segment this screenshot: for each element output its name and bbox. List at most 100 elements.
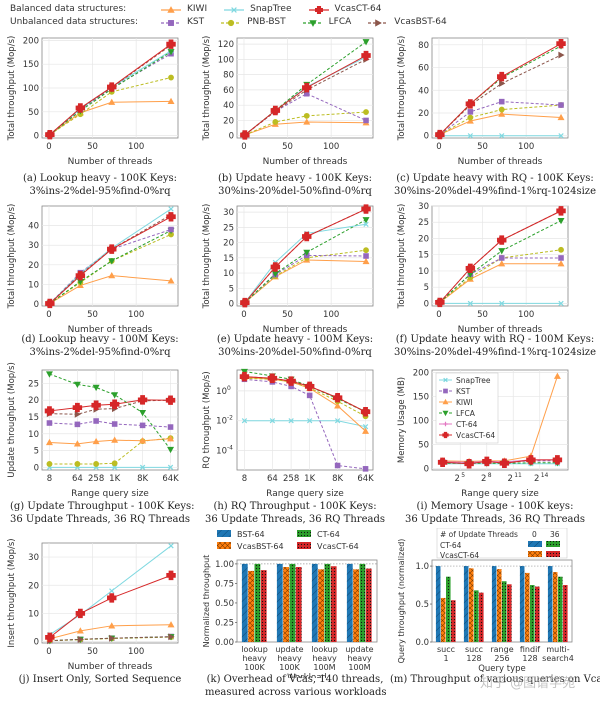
data-point-vcasct-64-1 (75, 270, 86, 281)
data-point-kiwi-4 (334, 402, 342, 409)
bar-vcasct-64-0 (260, 570, 267, 642)
x-tick-label: 8 (47, 474, 52, 484)
y-tick-label: 60 (223, 86, 234, 96)
x-tick-label: 50 (282, 142, 293, 152)
x-axis-label: Number of threads (263, 325, 348, 335)
chart-g-svg: 8 64 258 1K 8K 64K 0 5 10 15 20 25 Range query size U… (7, 362, 179, 499)
data-point-vcasct-64-0 (240, 297, 250, 308)
data-point-lfca-4 (139, 409, 147, 417)
y-tick-label: 20 (28, 261, 39, 271)
bar-hatch (276, 563, 283, 642)
x-tick-label: 1K (304, 474, 315, 484)
series-vcasct-64 (45, 39, 176, 140)
y-tick-label: 0.0 (415, 638, 429, 648)
data-point-lfca-2 (303, 249, 311, 256)
y-axis-label: Total throughput (Mop/s) (7, 204, 17, 310)
caption-k: (k) Overhead of Vcas, 140 threads, measu… (205, 673, 387, 699)
data-point-kiwi-2 (108, 98, 116, 105)
chart-e-svg: 0 50 100 0 5 10 15 20 25 30 Number of threads Total… (202, 204, 374, 335)
y-tick-label: 15 (28, 413, 39, 423)
x-tick-label: 64 (72, 474, 83, 484)
series-line-vcasct-64 (244, 208, 367, 303)
data-point-kst-1 (74, 421, 81, 428)
bar-hatch (365, 568, 372, 642)
series-line-vcasbst-64 (49, 636, 172, 642)
data-point-vcasct-64-0 (45, 129, 55, 140)
data-point-pnb-bst-1 (74, 461, 81, 467)
caption-b: (b) Update heavy - 100K Keys: 30%ins-20%… (205, 172, 385, 198)
data-point-pnb-bst-2 (93, 461, 100, 467)
legend-item-kiwi: KIWI (160, 3, 207, 16)
bar-vcasct-64-36-1 (479, 592, 484, 642)
bar-hatch (330, 566, 337, 642)
x-axis-label: Number of threads (263, 157, 348, 167)
grid (42, 543, 178, 643)
bar-hatch (463, 566, 469, 642)
grid (237, 206, 373, 306)
bar-hatch (507, 584, 512, 642)
caption-f: (f) Update heavy with RQ - 100M Keys: 30… (390, 333, 600, 359)
chart-k-svg: 0.000.250.500.751.00lookupheavy100Kupdat… (202, 530, 378, 678)
data-point-vcasct-64-3 (361, 50, 371, 61)
y-tick-label: 15 (418, 251, 429, 261)
y-tick-label: 120 (218, 40, 234, 50)
y-tick-label: 0 (229, 132, 234, 142)
bar-ct-64-0 (254, 563, 261, 642)
chart-legend-marker-icon (442, 431, 449, 439)
data-point-kiwi-2 (498, 110, 506, 117)
data-point-kst-4 (334, 462, 341, 469)
data-point-kiwi-5 (553, 372, 561, 379)
bar-hatch (563, 585, 568, 642)
y-tick-label: 0 (424, 299, 429, 309)
data-point-kiwi-3 (557, 113, 565, 121)
chart-legend: SnapTree KST KIWI LFCA CT-64 VcasCT-64 (435, 372, 499, 444)
legend-marker-icon (168, 19, 174, 26)
caption-d-line1: (d) Lookup heavy - 100M Keys: (21, 334, 179, 345)
bar-vcasct-64-0-1 (468, 568, 474, 642)
data-point-vcasct-64-3 (166, 570, 176, 581)
data-point-vcasct-64-2 (482, 456, 492, 467)
caption-a-line2: 3%ins-2%del-95%find-0%rq (29, 186, 171, 197)
data-point-snaptree-2 (499, 133, 505, 139)
y-axis-label: Query throughput (normalized) (397, 539, 406, 664)
chart-legend-swatch-hatch (217, 542, 231, 549)
data-point-kiwi-2 (108, 271, 116, 279)
series-lfca (45, 371, 175, 454)
y-tick-label: 50 (28, 108, 39, 118)
x-tick-label: 100 (323, 142, 339, 152)
chart-legend-swatch-hatch (528, 541, 542, 547)
series-line-lfca (49, 230, 172, 304)
chart-f-svg: 0 50 100 0 5 10 15 20 25 30 Number of threads Total… (397, 202, 569, 335)
legend-marker-icon (314, 5, 323, 14)
data-point-vcasct-64-3 (304, 381, 315, 392)
data-point-vcasct-64-2 (286, 376, 296, 386)
bar-ct-64-36-4 (558, 576, 563, 642)
bar-ct-64-36-2 (502, 581, 507, 642)
data-point-vcasct-64-1 (75, 608, 86, 619)
data-point-snaptree-3 (558, 133, 564, 139)
data-point-vcasct-64-0 (45, 298, 55, 309)
data-point-kst-5 (362, 466, 369, 472)
y-tick-exponent: -4 (227, 445, 233, 452)
bar-ct-64-0-0 (435, 566, 441, 642)
bar-hatch (552, 572, 558, 642)
y-tick-label: 10 (216, 447, 227, 457)
data-point-kiwi-1 (73, 440, 81, 447)
y-tick-label: 30 (418, 202, 429, 212)
series-vcasct-64 (239, 371, 371, 417)
chart-i-svg: 2 5 2 8 2 11 2 14050100150200SnapTreeKSTKIWILFC… (397, 368, 569, 499)
caption-b-line1: (b) Update heavy - 100K Keys: (217, 173, 373, 184)
data-point-pnb-bst-3 (558, 246, 564, 253)
data-point-snaptree-4 (334, 418, 341, 424)
bar-vcasbst-64-3 (353, 569, 359, 642)
x-tick-label: lookup (311, 645, 338, 654)
chart-legend-swatch-hatch (546, 541, 560, 547)
series-line-lfca (244, 219, 367, 304)
chart-d: 0 50 100 0 10 20 30 40 Number of threads Total th… (0, 198, 195, 343)
x-tick-label: 50 (477, 310, 488, 320)
data-point-kiwi-0 (45, 438, 53, 446)
chart-j-svg: 0 50 100 0 10 20 30 Number of threads Insert thr… (7, 538, 179, 672)
data-point-pnb-bst-2 (303, 112, 310, 119)
series-line-lfca (49, 51, 172, 136)
chart-legend-row-vcasct-64: VcasCT-64 (440, 551, 479, 560)
